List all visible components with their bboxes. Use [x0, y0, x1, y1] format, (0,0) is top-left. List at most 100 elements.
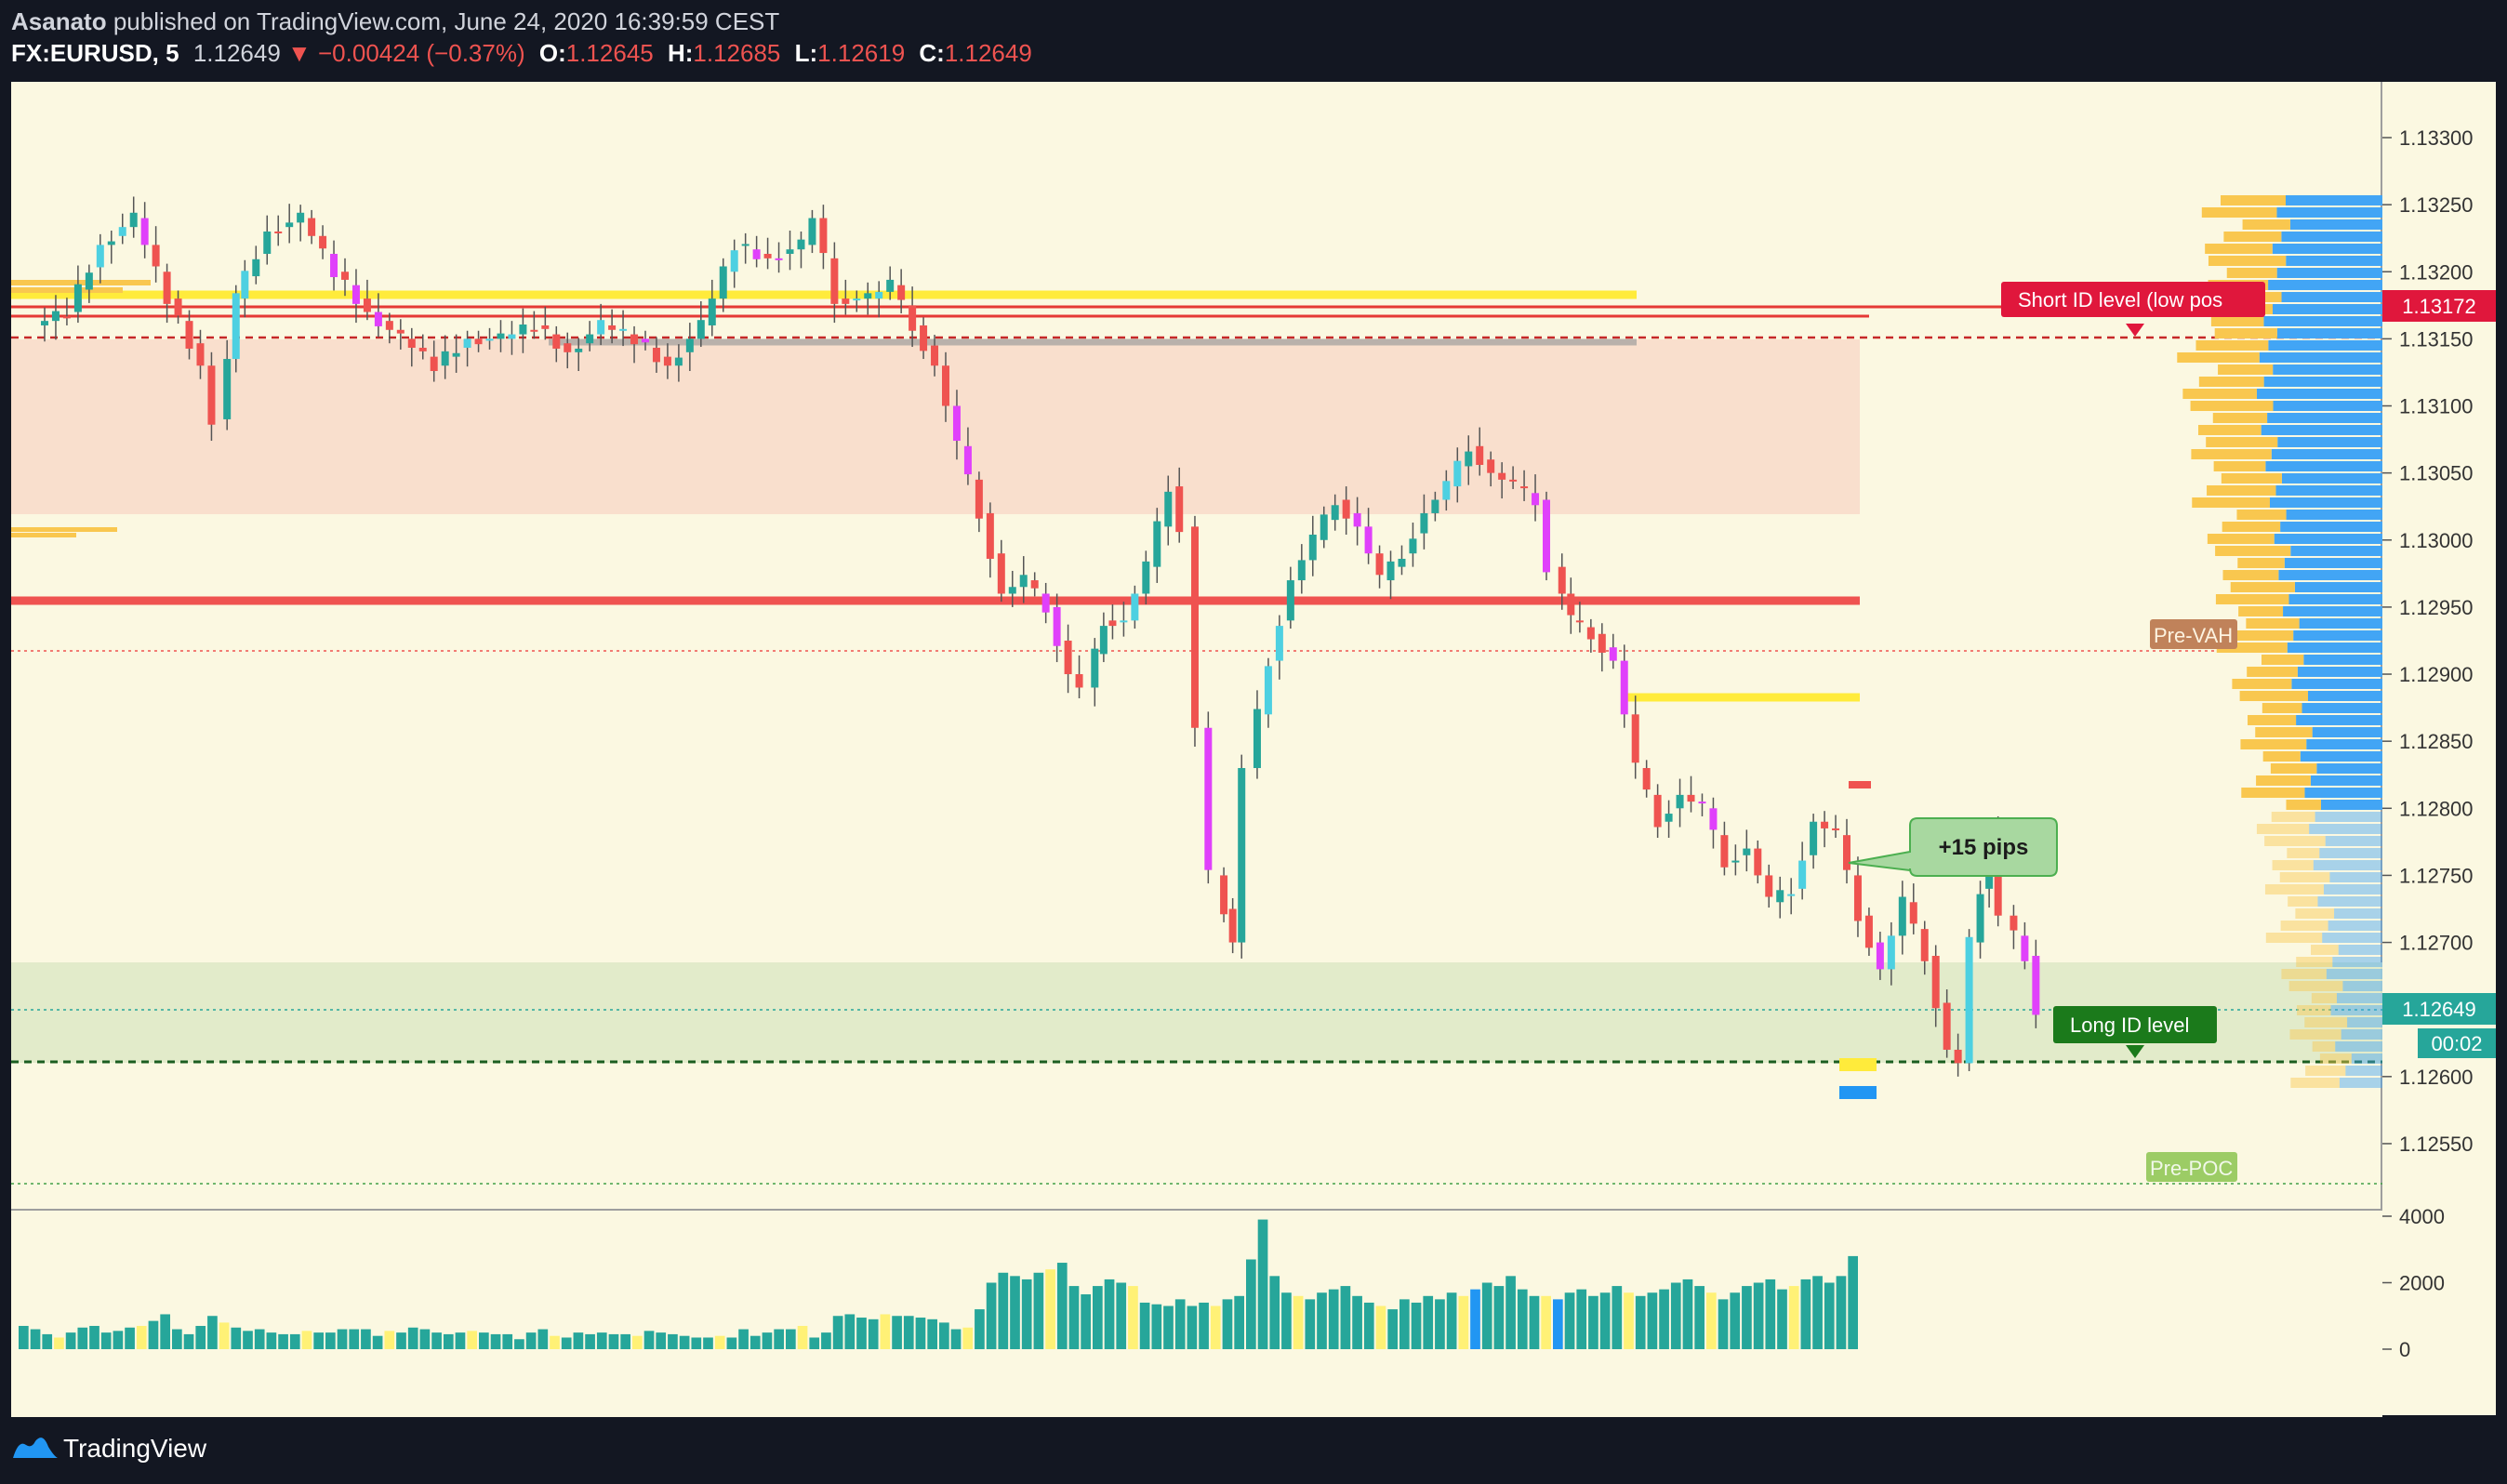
volume-bar — [349, 1329, 360, 1349]
volume-bar — [1340, 1286, 1351, 1349]
volume-bar — [550, 1335, 560, 1349]
volume-bar — [1848, 1255, 1858, 1349]
short-zone — [11, 339, 1860, 514]
volume-bar — [289, 1333, 300, 1349]
candle-body — [374, 311, 382, 326]
brand-name[interactable]: TradingView — [63, 1434, 207, 1463]
symbol-label[interactable]: FX:EURUSD, 5 — [11, 39, 179, 67]
volume-bar — [30, 1329, 41, 1349]
candle-body — [1286, 580, 1294, 621]
candle-body — [1776, 890, 1784, 903]
candle-body — [1320, 514, 1328, 540]
candle-body — [341, 272, 349, 280]
candle-body — [1253, 709, 1261, 769]
candle-body — [1342, 499, 1350, 519]
candle-body — [564, 343, 572, 352]
volume-bar — [467, 1331, 477, 1349]
candle-body — [909, 305, 917, 331]
profile-bar-yellow — [2256, 824, 2310, 834]
profile-bar-blue — [2286, 195, 2382, 205]
volume-bar — [939, 1322, 949, 1349]
pane-divider — [11, 1209, 2382, 1211]
chart-canvas[interactable]: 1.13300 1.13250 1.13200 1.13150 1.13100 1.130… — [0, 74, 2507, 1417]
candle-body — [730, 250, 738, 272]
volume-bar — [797, 1325, 808, 1349]
candle-body — [1743, 848, 1751, 855]
candle-body — [1053, 606, 1061, 646]
profile-bar-blue — [2276, 328, 2382, 338]
candle-body — [2032, 955, 2040, 1015]
profile-bar-yellow — [2216, 643, 2288, 653]
profile-bar-blue — [2307, 691, 2382, 701]
profile-bar-blue — [2301, 703, 2382, 713]
pips-callout-box — [1848, 817, 2058, 877]
publish-info: Asanato published on TradingView.com, Ju… — [11, 7, 779, 36]
profile-bar-blue — [2315, 812, 2382, 822]
candle-body — [73, 284, 82, 312]
volume-bar — [1541, 1295, 1551, 1349]
profile-bar-yellow — [2230, 582, 2295, 592]
candle-body — [2010, 915, 2018, 931]
candle-body — [223, 359, 232, 419]
profile-bar-blue — [2296, 715, 2382, 725]
candle-body — [1075, 674, 1083, 688]
profile-bar-yellow — [2288, 981, 2343, 991]
candle-body — [1586, 627, 1595, 640]
volume-bar — [561, 1337, 572, 1349]
candle-body — [1876, 942, 1884, 970]
candle-body — [1453, 460, 1462, 487]
profile-bar-blue — [2272, 304, 2382, 314]
profile-bar-yellow — [2290, 1078, 2340, 1088]
profile-bar-yellow — [2237, 558, 2285, 568]
candle-body — [642, 338, 649, 343]
candle-body — [441, 351, 449, 366]
candle-body — [1386, 561, 1395, 581]
volume-bar — [502, 1333, 513, 1349]
candle-body — [1431, 499, 1439, 513]
volume-bar — [679, 1335, 690, 1349]
profile-bar-blue — [2330, 1005, 2382, 1015]
pre-vah-label: Pre-VAH — [2154, 624, 2233, 647]
candle-body — [1909, 902, 1917, 924]
candle-body — [530, 329, 538, 332]
volume-bar — [337, 1329, 348, 1349]
candle-body — [741, 244, 749, 246]
volume-bar — [1093, 1286, 1103, 1349]
volume-bar — [915, 1318, 926, 1349]
price-axis[interactable]: 1.13300 1.13250 1.13200 1.13150 1.13100 1.130… — [2382, 126, 2474, 1156]
volume-bar — [585, 1333, 595, 1349]
profile-bar-blue — [2294, 582, 2382, 592]
profile-bar-blue — [2328, 921, 2382, 931]
volume-bar — [1246, 1259, 1256, 1349]
profile-bar-blue — [2341, 1029, 2382, 1040]
profile-bar-yellow — [2248, 715, 2297, 725]
candle-body — [752, 249, 761, 259]
candle-body — [140, 218, 149, 245]
profile-bar-yellow — [2264, 836, 2326, 846]
tradingview-logo-icon[interactable] — [11, 1434, 60, 1464]
profile-bar-blue — [2277, 437, 2382, 447]
candle-body — [263, 231, 272, 255]
author-name[interactable]: Asanato — [11, 7, 107, 35]
volume-bar — [1624, 1292, 1634, 1349]
volume-bar — [125, 1327, 135, 1349]
candle-body — [1920, 929, 1929, 961]
profile-bar-yellow — [2215, 546, 2291, 556]
volume-bar — [148, 1320, 159, 1349]
candle-body — [1567, 593, 1575, 616]
profile-bar-yellow — [2195, 340, 2269, 351]
volume-bar — [1151, 1304, 1162, 1349]
candle-body — [853, 298, 861, 301]
candle-body — [763, 254, 772, 258]
volume-bar — [1293, 1295, 1304, 1349]
volume-bar — [762, 1332, 773, 1349]
candle-body — [597, 320, 605, 335]
countdown-badge-text: 00:02 — [2431, 1032, 2482, 1055]
candle-body — [1297, 560, 1306, 581]
profile-bar-yellow — [2319, 1053, 2352, 1064]
profile-bar-yellow — [2286, 800, 2321, 810]
volume-bar — [832, 1316, 843, 1349]
volume-tick-label: 0 — [2399, 1338, 2410, 1361]
candle-body — [107, 241, 115, 245]
volume-bar — [892, 1316, 902, 1349]
